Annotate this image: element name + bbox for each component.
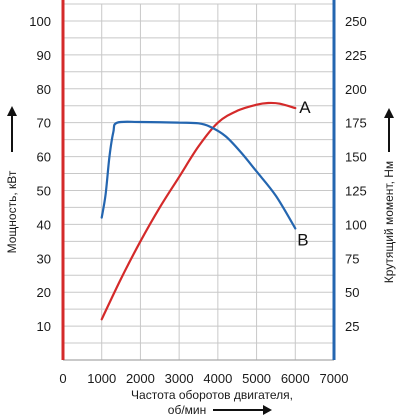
right-tick-labels: 25 50 75 100 125 150 175 200 225 250 — [345, 14, 367, 334]
left-tick-label: 40 — [37, 217, 51, 232]
x-tick-label: 3000 — [165, 371, 194, 386]
x-tick-labels: 0 1000 2000 3000 4000 5000 6000 7000 — [59, 371, 348, 386]
x-axis-arrow-head — [263, 405, 272, 415]
left-tick-label: 20 — [37, 285, 51, 300]
right-tick-label: 175 — [345, 116, 367, 131]
y-right-arrow-head — [384, 108, 394, 118]
series-line-b — [100, 120, 297, 230]
y-left-axis-label: Мощность, кВт — [5, 170, 19, 253]
right-tick-label: 125 — [345, 183, 367, 198]
y-right-axis-label: Крутящий момент, Нм — [382, 161, 396, 283]
x-axis-label-line1: Частота оборотов двигателя, — [131, 388, 293, 402]
left-tick-label: 10 — [37, 319, 51, 334]
x-tick-label: 6000 — [281, 371, 310, 386]
right-tick-label: 225 — [345, 48, 367, 63]
left-tick-labels: 10 20 30 40 50 60 70 80 90 100 — [29, 14, 51, 334]
x-tick-label: 4000 — [203, 371, 232, 386]
x-tick-label: 2000 — [126, 371, 155, 386]
left-tick-label: 80 — [37, 82, 51, 97]
left-tick-label: 90 — [37, 48, 51, 63]
right-tick-label: 50 — [345, 285, 359, 300]
series-line-a — [100, 101, 297, 321]
x-tick-label: 1000 — [87, 371, 116, 386]
y-left-arrow-head — [7, 106, 17, 116]
series-layer: AB — [100, 98, 311, 321]
right-tick-label: 75 — [345, 251, 359, 266]
right-tick-label: 25 — [345, 319, 359, 334]
right-tick-label: 250 — [345, 14, 367, 29]
x-axis-label-line2: об/мин — [168, 403, 206, 417]
left-tick-label: 70 — [37, 116, 51, 131]
x-tick-label: 0 — [59, 371, 66, 386]
left-tick-label: 50 — [37, 183, 51, 198]
right-tick-label: 200 — [345, 82, 367, 97]
x-tick-label: 7000 — [320, 371, 349, 386]
x-tick-label: 5000 — [242, 371, 271, 386]
series-label-b: B — [297, 230, 308, 249]
right-tick-label: 100 — [345, 217, 367, 232]
series-label-a: A — [299, 98, 311, 117]
grid — [63, 3, 334, 361]
left-tick-label: 100 — [29, 14, 51, 29]
left-tick-label: 30 — [37, 251, 51, 266]
right-tick-label: 150 — [345, 150, 367, 165]
left-tick-label: 60 — [37, 150, 51, 165]
